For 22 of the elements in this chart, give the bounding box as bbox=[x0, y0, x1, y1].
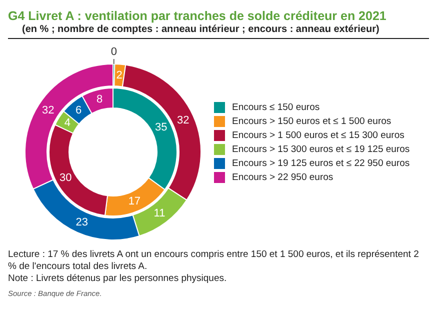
data-label: 35 bbox=[154, 121, 168, 134]
data-label: 11 bbox=[154, 207, 166, 220]
data-label: 32 bbox=[42, 104, 54, 117]
data-label: 17 bbox=[128, 196, 141, 208]
data-label: 0 bbox=[110, 46, 117, 58]
legend-label: Encours > 15 300 euros et ≤ 19 125 euros bbox=[232, 144, 410, 155]
chart-title: G4 Livret A : ventilation par tranches de solde créditeur en 2021 bbox=[8, 8, 388, 24]
data-label: 32 bbox=[177, 114, 190, 126]
legend-label: Encours > 22 950 euros bbox=[232, 172, 334, 183]
chart-subtitle: (en % ; nombre de comptes : anneau intérieur ; encours : anneau extérieur) bbox=[8, 24, 429, 39]
data-label: 23 bbox=[76, 216, 88, 228]
legend-label: Encours > 19 125 euros et ≤ 22 950 euros bbox=[232, 158, 410, 169]
data-label: 4 bbox=[64, 117, 70, 130]
data-label: 6 bbox=[76, 104, 82, 116]
text: Note : Livrets détenus par les personnes physiques. bbox=[8, 273, 228, 285]
text: Lecture : 17 % des livrets A ont un encours compris entre 150 et 1 500 euros, et ils représentent 2 % de l'encours total des livrets A. bbox=[8, 249, 420, 273]
legend-label: Encours ≤ 150 euros bbox=[232, 102, 320, 113]
legend-label: Encours > 150 euros et ≤ 1 500 euros bbox=[232, 116, 392, 127]
data-label: 30 bbox=[60, 172, 72, 184]
data-label: 8 bbox=[96, 94, 103, 106]
data-label: 2 bbox=[116, 69, 122, 82]
legend-label: Encours > 1 500 euros et ≤ 15 300 euros bbox=[232, 130, 404, 141]
